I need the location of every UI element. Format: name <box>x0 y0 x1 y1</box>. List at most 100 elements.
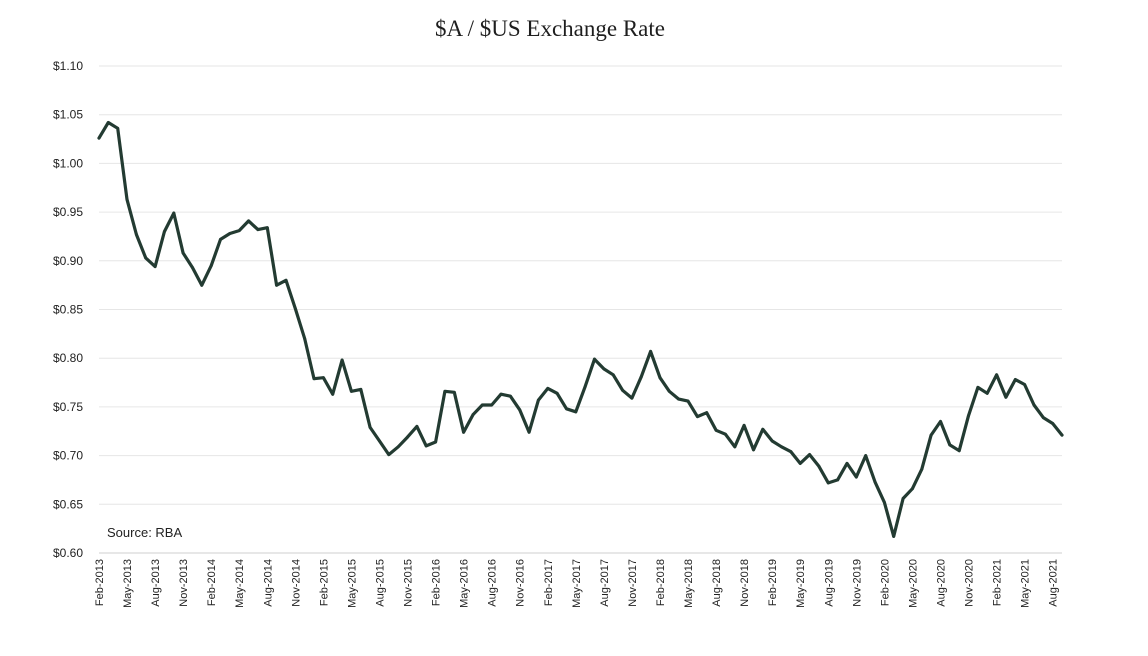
data-point <box>527 430 531 434</box>
data-point <box>247 219 251 223</box>
data-point <box>181 251 185 255</box>
x-tick-label: May-2013 <box>122 559 134 608</box>
data-point <box>1032 403 1036 407</box>
data-point <box>892 535 896 538</box>
data-point <box>883 501 886 504</box>
x-tick-label: Nov-2015 <box>403 559 415 607</box>
data-point <box>284 278 288 282</box>
data-point <box>555 391 559 395</box>
data-point <box>677 397 681 401</box>
data-point <box>733 445 737 449</box>
x-tick-label: Nov-2014 <box>290 559 302 607</box>
data-point <box>135 233 138 236</box>
series-line <box>97 120 1064 539</box>
data-point <box>312 377 316 381</box>
data-point <box>574 410 578 414</box>
y-tick-label: $0.70 <box>53 449 83 463</box>
data-point <box>752 448 755 452</box>
data-point <box>957 449 961 453</box>
data-point <box>714 428 718 432</box>
x-tick-label: May-2017 <box>571 559 583 608</box>
x-tick-label: Nov-2018 <box>739 559 751 607</box>
data-point <box>340 358 344 362</box>
x-tick-label: Aug-2014 <box>262 559 274 607</box>
x-tick-label: May-2018 <box>683 559 695 608</box>
x-tick-label: Aug-2020 <box>935 559 947 607</box>
data-point <box>920 467 924 471</box>
x-tick-label: Nov-2020 <box>964 559 976 607</box>
y-tick-label: $0.95 <box>53 205 83 219</box>
data-point <box>565 407 568 411</box>
y-tick-label: $0.80 <box>53 351 83 365</box>
y-axis-tick-labels: $0.60 $0.65 $0.70 $0.75 $0.80 $0.85 $0.90 $0.95… <box>53 59 83 560</box>
data-point <box>209 264 213 268</box>
data-point <box>602 367 606 371</box>
y-tick-label: $0.90 <box>53 254 83 268</box>
y-tick-label: $1.00 <box>53 156 83 170</box>
data-point <box>452 390 456 394</box>
x-tick-label: Nov-2013 <box>178 559 190 607</box>
data-point <box>509 394 512 398</box>
data-point <box>406 435 409 439</box>
data-point <box>658 376 662 380</box>
data-point <box>761 427 765 431</box>
x-tick-label: May-2015 <box>346 559 358 608</box>
data-point <box>1013 378 1017 381</box>
data-point <box>639 375 643 379</box>
data-point <box>378 439 381 443</box>
data-point <box>219 238 222 241</box>
data-point <box>808 453 811 456</box>
x-tick-label: Feb-2017 <box>543 559 555 606</box>
data-point <box>490 403 494 407</box>
data-point <box>462 430 465 434</box>
x-tick-label: Aug-2021 <box>1048 559 1060 607</box>
x-tick-label: May-2021 <box>1020 559 1032 608</box>
data-point <box>593 357 596 361</box>
data-point <box>864 454 868 457</box>
data-point <box>948 443 952 447</box>
data-point <box>153 265 157 268</box>
x-tick-label: May-2019 <box>795 559 807 608</box>
x-tick-label: Aug-2017 <box>599 559 611 607</box>
x-tick-label: Feb-2016 <box>431 559 443 606</box>
data-point <box>144 256 148 260</box>
data-point <box>696 415 699 418</box>
data-point <box>1004 395 1008 399</box>
y-tick-label: $1.10 <box>53 59 83 73</box>
source-annotation: Source: RBA <box>107 525 183 540</box>
data-point <box>368 426 372 429</box>
data-point <box>499 392 503 396</box>
data-point <box>826 481 830 485</box>
data-point <box>995 373 998 377</box>
x-tick-label: Aug-2015 <box>374 559 386 607</box>
data-point <box>480 403 484 407</box>
data-point <box>705 411 709 415</box>
data-point <box>546 387 550 390</box>
data-point <box>836 478 839 482</box>
data-point <box>770 439 774 443</box>
data-point <box>985 391 989 395</box>
data-point <box>191 266 194 269</box>
data-point <box>649 350 652 353</box>
x-tick-label: Aug-2016 <box>487 559 499 607</box>
x-tick-label: Feb-2015 <box>318 559 330 606</box>
data-point <box>537 398 540 402</box>
data-point <box>359 388 363 391</box>
data-point <box>443 389 447 393</box>
data-point <box>518 408 522 412</box>
y-tick-label: $0.60 <box>53 546 83 560</box>
data-point <box>854 475 858 479</box>
data-point <box>583 385 587 388</box>
data-point <box>780 445 783 449</box>
data-point <box>789 450 793 454</box>
data-point <box>911 487 914 491</box>
x-tick-label: Aug-2018 <box>711 559 723 607</box>
data-point <box>163 230 166 234</box>
y-tick-label: $0.65 <box>53 497 83 511</box>
x-tick-label: Nov-2016 <box>515 559 527 607</box>
x-tick-label: Feb-2013 <box>94 559 106 606</box>
data-point <box>611 373 615 377</box>
data-point <box>976 386 980 389</box>
